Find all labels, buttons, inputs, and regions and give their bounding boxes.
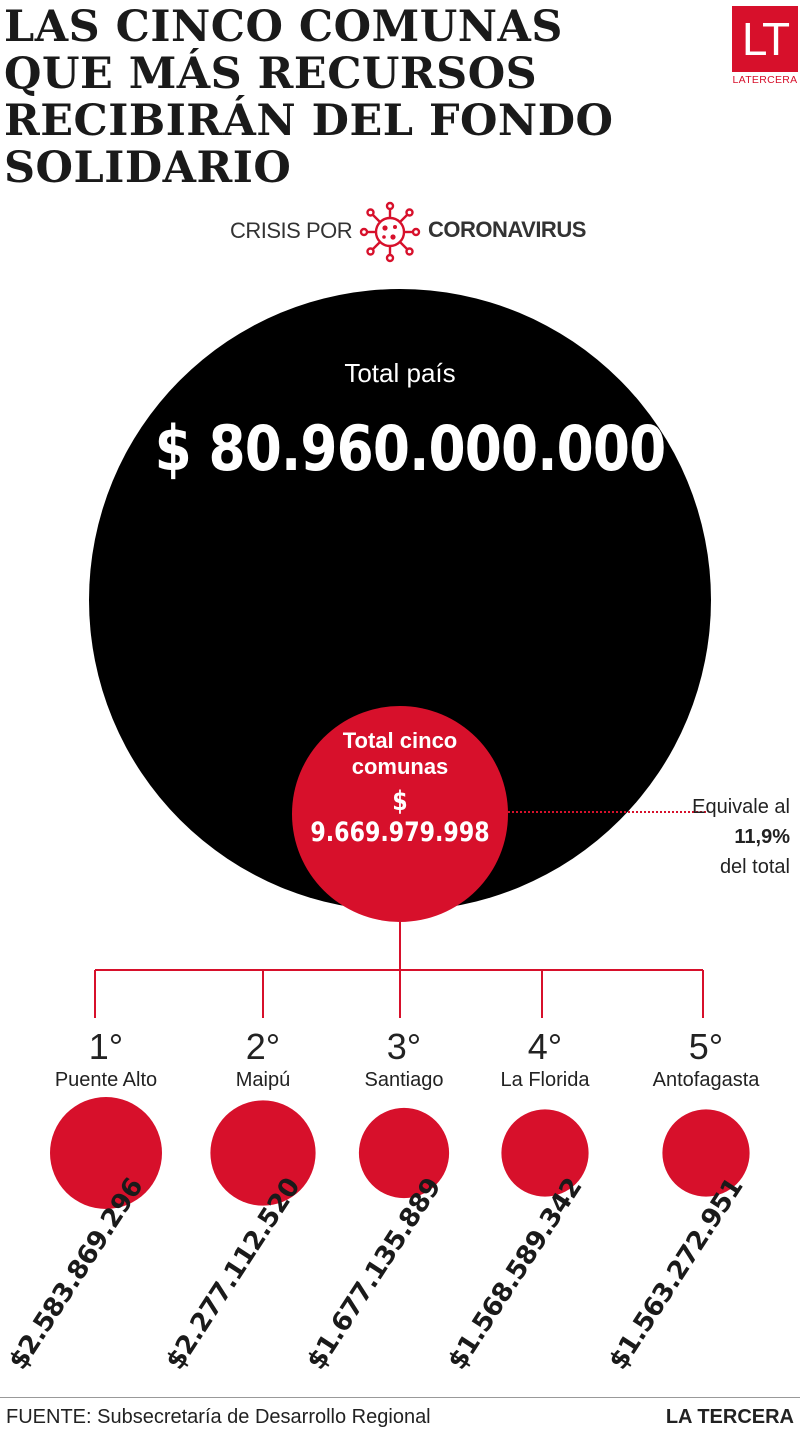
comuna-name: Santiago bbox=[364, 1069, 444, 1091]
logo-text: LATERCERA bbox=[732, 74, 798, 86]
total-country-circle bbox=[89, 289, 711, 911]
comuna-bubble bbox=[50, 1097, 162, 1209]
comuna-name: Maipú bbox=[235, 1069, 291, 1091]
total-country-value: $ 80.960.000.000 bbox=[154, 412, 667, 485]
comuna-rank: 5° bbox=[688, 1026, 724, 1067]
footer-brand: LA TERCERA bbox=[665, 1406, 794, 1428]
comuna-name: La Florida bbox=[500, 1069, 590, 1091]
source-note: FUENTE: Subsecretaría de Desarrollo Regi… bbox=[6, 1406, 431, 1428]
comuna-rank: 2° bbox=[245, 1026, 281, 1067]
section-tag-prefix: CRISIS POR bbox=[230, 218, 353, 243]
comuna-bubble bbox=[210, 1100, 316, 1206]
comuna-rank: 1° bbox=[88, 1026, 124, 1067]
comuna-rank: 3° bbox=[386, 1026, 422, 1067]
share-percent: 11,9% bbox=[734, 826, 790, 848]
comuna-bubble bbox=[662, 1109, 750, 1197]
title-line: que más recursos bbox=[4, 49, 538, 99]
comuna-rank: 4° bbox=[527, 1026, 563, 1067]
subtotal-circle bbox=[292, 706, 508, 922]
coronavirus-icon bbox=[359, 201, 421, 263]
comuna-bubble bbox=[501, 1109, 589, 1197]
footer-divider bbox=[0, 1397, 800, 1398]
share-annotation: Equivale al 11,9% del total bbox=[640, 792, 790, 882]
subtotal-value: $ 9.669.979.998 bbox=[310, 786, 490, 848]
share-pre: Equivale al bbox=[692, 796, 790, 818]
comuna-name: Antofagasta bbox=[652, 1069, 760, 1091]
share-post: del total bbox=[719, 856, 790, 878]
logo-mark: LT bbox=[732, 6, 798, 72]
subtotal-label: Total cinco comunas bbox=[342, 728, 458, 779]
section-tag: CRISIS POR CORONAVIRUS bbox=[230, 200, 650, 264]
title-line: solidario bbox=[4, 143, 292, 193]
section-tag-topic: CORONAVIRUS bbox=[428, 217, 586, 242]
title-line: Las cinco comunas bbox=[4, 2, 563, 52]
total-country-label: Total país bbox=[344, 358, 456, 388]
la-tercera-logo: LT LATERCERA bbox=[732, 6, 798, 88]
title-line: recibirán del fondo bbox=[4, 96, 614, 146]
connector-lines bbox=[94, 922, 704, 1018]
infographic-title: Las cinco comunas que más recursos recib… bbox=[4, 4, 704, 192]
comuna-name: Puente Alto bbox=[54, 1069, 158, 1091]
comuna-bubble bbox=[358, 1107, 450, 1199]
